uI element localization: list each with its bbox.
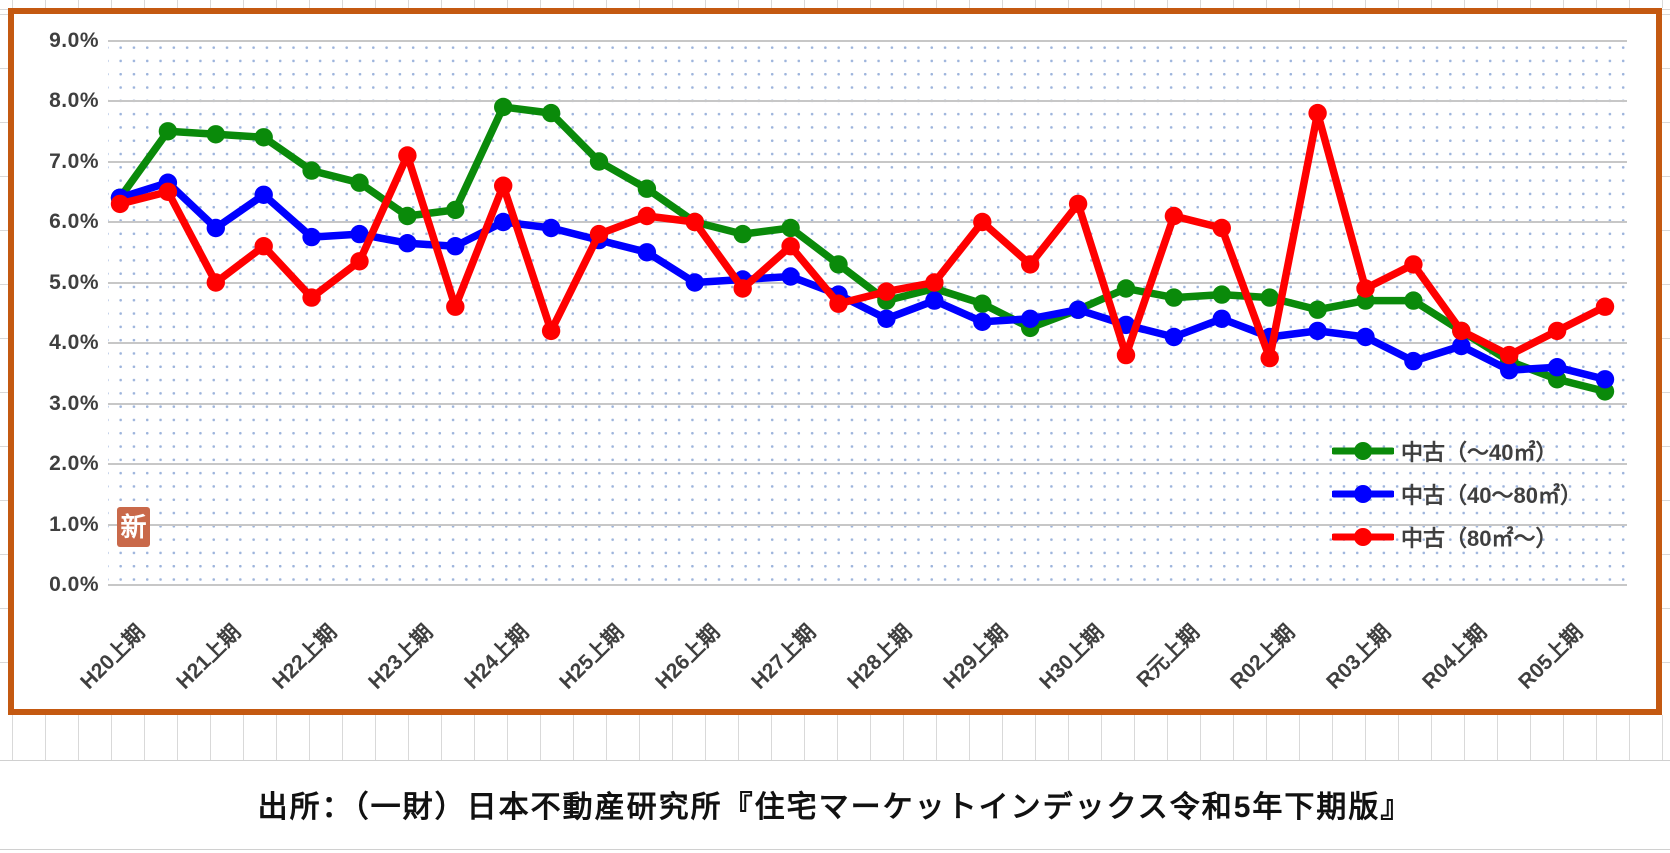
sheet-row-divider — [0, 849, 1670, 850]
x-tick-label: H28上期 — [843, 620, 917, 694]
h-gridline — [108, 160, 1627, 163]
h-gridline — [108, 39, 1627, 42]
new-stamp-label: 新 — [120, 512, 147, 542]
legend-label: 中古（80㎡～） — [1401, 526, 1558, 551]
x-tick-label: H25上期 — [555, 620, 629, 694]
x-tick-label: R元上期 — [1132, 620, 1204, 693]
h-gridline — [108, 402, 1627, 405]
footer-source-text: 出所：（一財）日本不動産研究所『住宅マーケットインデックス令和5年下期版』 — [257, 791, 1413, 824]
legend[interactable]: 中古（～40㎡） 中古（40～80㎡） 中古（80㎡～） — [1332, 438, 1582, 567]
y-tick-label: 2.0% — [49, 452, 99, 475]
sheet-cells-row — [0, 715, 1670, 761]
x-tick-label: H27上期 — [747, 620, 821, 694]
chart-frame[interactable]: 9.0% 8.0% 7.0% 6.0% 5.0% 4.0% 3.0% 2.0% 1.0% 0.0%… — [8, 8, 1662, 715]
x-tick-label: H22上期 — [268, 620, 342, 694]
h-gridline — [108, 584, 1627, 586]
x-tick-label: R04上期 — [1417, 620, 1492, 694]
y-tick-label: 9.0% — [49, 28, 99, 52]
sheet-cells-left-edge — [0, 8, 8, 715]
sheet-cells-top — [0, 0, 1670, 8]
y-tick-label: 0.0% — [49, 573, 99, 596]
h-gridline — [108, 463, 1627, 465]
h-gridline — [108, 221, 1627, 223]
x-tick-label: H24上期 — [459, 620, 534, 694]
legend-row[interactable]: 中古（～40㎡） — [1332, 438, 1582, 465]
y-tick-label: 5.0% — [49, 270, 99, 294]
h-gridline — [108, 523, 1627, 526]
legend-label: 中古（～40㎡） — [1401, 440, 1558, 465]
y-tick-label: 3.0% — [49, 391, 99, 415]
h-gridline — [108, 342, 1627, 344]
y-tick-label: 8.0% — [49, 89, 99, 112]
legend-swatch-icon — [1332, 528, 1394, 546]
legend-row[interactable]: 中古（40～80㎡） — [1332, 481, 1582, 508]
x-tick-label: H20上期 — [76, 620, 150, 694]
y-tick-label: 6.0% — [49, 210, 99, 233]
legend-swatch-icon — [1332, 442, 1394, 460]
y-tick-label: 7.0% — [49, 149, 99, 173]
sheet-cells-right-edge — [1662, 8, 1670, 715]
x-tick-label: H29上期 — [938, 620, 1013, 694]
h-gridline — [108, 281, 1627, 284]
h-gridline — [108, 100, 1627, 102]
x-tick-label: R02上期 — [1226, 620, 1300, 694]
y-tick-label: 4.0% — [49, 331, 99, 354]
x-tick-label: R03上期 — [1322, 620, 1396, 694]
x-tick-label: H21上期 — [172, 620, 246, 694]
legend-label: 中古（40～80㎡） — [1401, 483, 1582, 508]
legend-swatch-icon — [1332, 485, 1394, 503]
y-tick-label: 1.0% — [49, 512, 99, 536]
x-tick-label: R05上期 — [1513, 620, 1587, 694]
legend-row[interactable]: 中古（80㎡～） — [1332, 524, 1582, 551]
new-stamp[interactable]: 新 — [117, 507, 150, 547]
footer-band: 出所：（一財）日本不動産研究所『住宅マーケットインデックス令和5年下期版』 — [0, 761, 1670, 849]
x-tick-label: H30上期 — [1034, 620, 1108, 694]
x-tick-label: H23上期 — [363, 620, 438, 694]
x-tick-label: H26上期 — [651, 620, 725, 694]
